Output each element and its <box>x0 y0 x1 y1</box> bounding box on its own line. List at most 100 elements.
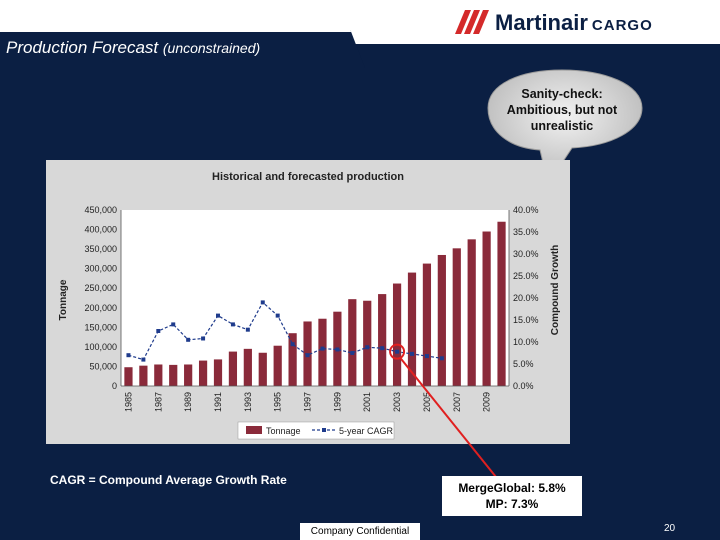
cagr-point-7 <box>230 322 235 327</box>
bar-1985 <box>124 367 133 386</box>
x-tick-label: 2009 <box>482 392 492 412</box>
mergeglobal-callout: MergeGlobal: 5.8% MP: 7.3% <box>442 476 582 516</box>
cagr-point-14 <box>335 347 340 352</box>
y-axis-label: Tonnage <box>58 279 69 320</box>
bar-1989 <box>184 364 193 386</box>
y-tick-label: 0 <box>112 381 117 391</box>
cagr-point-5 <box>201 336 206 341</box>
x-tick-label: 1995 <box>273 392 283 412</box>
title-banner: Production Forecast (unconstrained) <box>0 30 365 68</box>
bar-2001 <box>363 300 372 386</box>
slide-title: Production Forecast (unconstrained) <box>6 38 260 58</box>
y2-tick-label: 0.0% <box>513 381 534 391</box>
logo-text: Martinair CARGO <box>495 10 653 36</box>
legend-box <box>237 421 395 440</box>
y-tick-label: 400,000 <box>84 225 117 235</box>
cagr-point-2 <box>156 329 161 333</box>
y-tick-label: 450,000 <box>84 205 117 215</box>
bar-2008 <box>467 239 476 386</box>
bar-2002 <box>378 294 387 386</box>
y2-tick-label: 25.0% <box>513 271 539 281</box>
legend-tonnage-label: Tonnage <box>266 426 301 436</box>
x-tick-label: 2001 <box>362 392 372 412</box>
cagr-point-13 <box>320 346 325 351</box>
chart-panel: Historical and forecasted production 0 50… <box>46 160 570 444</box>
bubble-text: Sanity-check: Ambitious, but not unreali… <box>482 86 642 134</box>
x-tick-label: 1985 <box>123 392 133 412</box>
bar-2003 <box>392 283 402 386</box>
bar-1992 <box>228 351 238 386</box>
martinair-logo: Martinair CARGO <box>455 8 720 38</box>
left-axis: 0 50,000 100,000 150,000 200,000 250,000 300,0… <box>84 205 122 391</box>
airline-stripes-icon <box>455 10 489 34</box>
x-tick-label: 2007 <box>452 392 462 412</box>
y-tick-label: 200,000 <box>84 303 117 313</box>
cagr-point-8 <box>245 327 250 332</box>
bar-2000 <box>348 299 357 386</box>
cagr-point-20 <box>424 354 429 359</box>
y-tick-label: 350,000 <box>84 244 117 254</box>
callout-line-1: MergeGlobal: 5.8% <box>458 481 566 495</box>
x-tick-label: 2003 <box>392 392 402 412</box>
x-tick-label: 1987 <box>153 392 163 412</box>
cagr-point-4 <box>186 337 191 342</box>
y2-tick-label: 10.0% <box>513 337 539 347</box>
bubble-line-2: Ambitious, but not <box>506 103 618 117</box>
cagr-point-18 <box>395 349 400 354</box>
bar-1987 <box>154 364 163 386</box>
bar-2004 <box>407 272 417 386</box>
cagr-point-3 <box>171 322 176 327</box>
x-tick-label: 1993 <box>243 392 253 412</box>
y2-tick-label: 40.0% <box>513 205 539 215</box>
y2-tick-label: 30.0% <box>513 249 539 259</box>
bar-1996 <box>288 333 297 386</box>
y2-tick-label: 15.0% <box>513 315 539 325</box>
cagr-point-1 <box>141 357 146 362</box>
logo-name: Martinair <box>495 10 588 35</box>
footer-confidential: Company Confidential <box>300 523 420 540</box>
bar-2007 <box>452 248 461 386</box>
production-chart: Historical and forecasted production 0 50… <box>58 171 561 440</box>
cagr-point-15 <box>350 351 355 355</box>
cagr-point-0 <box>126 353 131 358</box>
cagr-point-12 <box>305 353 310 358</box>
bar-1988 <box>169 364 178 386</box>
bubble-line-3: unrealistic <box>530 119 594 133</box>
y-tick-label: 150,000 <box>84 322 117 332</box>
bar-2010 <box>497 221 506 386</box>
legend-cagr-marker <box>322 428 326 432</box>
page-number: 20 <box>664 523 676 534</box>
y2-axis-label: Compound Growth <box>550 245 561 336</box>
callout-line-2: MP: 7.3% <box>485 497 539 511</box>
bar-1994 <box>258 352 267 386</box>
y2-tick-label: 5.0% <box>513 359 534 369</box>
bar-1990 <box>198 360 208 386</box>
legend-tonnage-swatch <box>246 426 262 434</box>
bar-1995 <box>273 345 282 386</box>
slide-title-main: Production Forecast <box>6 38 159 57</box>
cagr-definition: CAGR = Compound Average Growth Rate <box>50 473 287 487</box>
bubble-line-1: Sanity-check: <box>521 87 603 101</box>
bar-2006 <box>437 254 446 386</box>
bar-2005 <box>422 263 432 386</box>
right-axis: 0.0% 5.0% 10.0% 15.0% 20.0% 25.0% 30.0% 35.0% 40… <box>508 205 539 391</box>
cagr-point-9 <box>260 300 265 305</box>
slide-title-sub: (unconstrained) <box>162 40 261 56</box>
bar-1991 <box>213 359 223 386</box>
x-tick-label: 1989 <box>183 392 193 412</box>
x-tick-label: 2005 <box>422 392 432 412</box>
y2-tick-label: 35.0% <box>513 227 539 237</box>
cagr-point-10 <box>275 313 280 318</box>
y-tick-label: 100,000 <box>84 342 117 352</box>
x-axis: 1985 1987 1989 1991 1993 1995 1997 1999 2001 2003… <box>121 385 509 412</box>
cagr-point-16 <box>365 345 370 350</box>
logo-cargo: CARGO <box>591 17 653 34</box>
y-tick-label: 300,000 <box>84 264 117 274</box>
y2-tick-label: 20.0% <box>513 293 539 303</box>
bar-1986 <box>139 365 148 386</box>
cagr-point-11 <box>290 342 295 347</box>
x-tick-label: 1999 <box>332 392 342 412</box>
x-tick-label: 1991 <box>213 392 223 412</box>
chart-title: Historical and forecasted production <box>212 171 404 183</box>
legend: Tonnage 5-year CAGR <box>237 421 395 440</box>
